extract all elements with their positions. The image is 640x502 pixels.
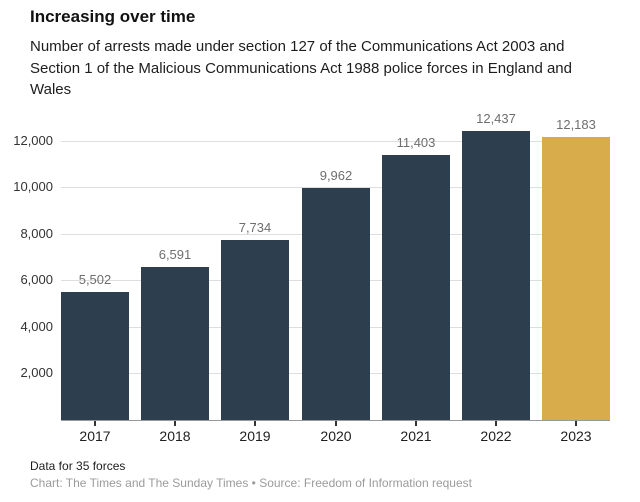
axis-tick	[575, 421, 577, 426]
x-axis-label: 2019	[239, 428, 271, 444]
bar-value-label: 12,183	[556, 117, 596, 132]
y-axis-label: 6,000	[20, 272, 53, 287]
bar	[221, 240, 289, 420]
bar	[302, 188, 370, 420]
x-axis-label: 2018	[159, 428, 191, 444]
bar-value-label: 7,734	[238, 220, 272, 235]
bar	[141, 267, 209, 420]
bar	[542, 137, 610, 420]
gridline	[61, 187, 610, 188]
x-axis-label: 2021	[400, 428, 432, 444]
chart-subtitle: Number of arrests made under section 127…	[30, 38, 572, 98]
bar-value-label: 5,502	[78, 272, 112, 287]
bar-value-label: 9,962	[319, 168, 353, 183]
x-axis-label: 2023	[560, 428, 592, 444]
axis-tick	[174, 421, 176, 426]
axis-tick	[415, 421, 417, 426]
y-axis-label: 4,000	[20, 319, 53, 334]
chart-title: Increasing over time	[30, 7, 196, 26]
chart-credit: Chart: The Times and The Sunday Times • …	[30, 476, 472, 490]
bar	[462, 131, 530, 420]
bar	[61, 292, 129, 420]
y-axis-label: 2,000	[20, 365, 53, 380]
bar-chart: 2,000 4,000 6,000 8,000 10,000 12,000 5,502 201…	[0, 111, 640, 460]
x-axis-label: 2020	[320, 428, 352, 444]
y-axis-label: 12,000	[13, 133, 53, 148]
y-axis-label: 8,000	[20, 226, 53, 241]
bar	[382, 155, 450, 420]
bar-value-label: 6,591	[158, 247, 192, 262]
x-axis-label: 2017	[79, 428, 111, 444]
axis-tick	[335, 421, 337, 426]
bar-value-label: 11,403	[396, 135, 436, 150]
axis-tick	[495, 421, 497, 426]
chart-note: Data for 35 forces	[30, 459, 126, 473]
axis-tick	[254, 421, 256, 426]
y-axis-label: 10,000	[13, 179, 53, 194]
bar-value-label: 12,437	[476, 111, 516, 126]
x-axis-baseline	[61, 420, 610, 421]
x-axis-label: 2022	[480, 428, 512, 444]
gridline	[61, 141, 610, 142]
axis-tick	[94, 421, 96, 426]
